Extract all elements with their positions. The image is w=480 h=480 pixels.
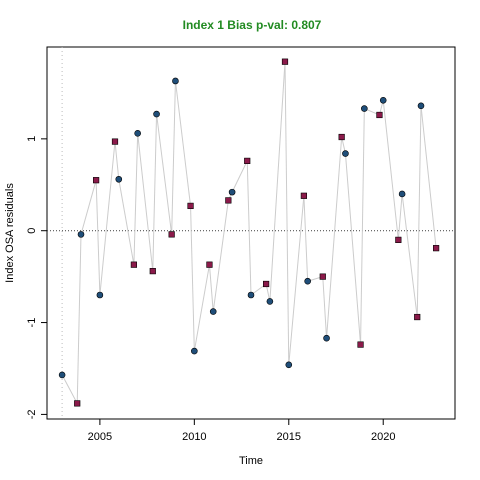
data-point-square bbox=[111, 138, 119, 145]
residual-connector-line bbox=[190, 205, 195, 352]
data-point-square bbox=[93, 177, 100, 184]
residual-connector-line bbox=[95, 180, 101, 296]
data-point-square bbox=[338, 133, 345, 141]
y-tick-label: 0 bbox=[26, 228, 38, 234]
data-point-circle bbox=[96, 291, 104, 299]
data-point-circle bbox=[58, 371, 66, 379]
data-point-circle bbox=[134, 130, 141, 137]
residual-connector-line bbox=[137, 133, 154, 272]
data-point-circle bbox=[77, 231, 85, 238]
y-tick-label: -2 bbox=[26, 410, 38, 420]
data-point-circle bbox=[304, 277, 311, 285]
data-point-circle bbox=[228, 188, 236, 196]
data-point-square bbox=[74, 400, 81, 407]
data-point-square bbox=[130, 261, 137, 268]
residual-connector-line bbox=[208, 264, 214, 312]
data-point-square bbox=[281, 58, 289, 65]
residual-connector-line bbox=[344, 153, 362, 345]
residual-connector-line bbox=[80, 180, 97, 235]
data-point-square bbox=[225, 197, 232, 204]
reference-lines bbox=[47, 47, 455, 419]
residual-connector-line bbox=[193, 264, 210, 352]
y-tick-label: 1 bbox=[26, 136, 38, 142]
residual-connector-line bbox=[382, 100, 399, 240]
residual-connector-line bbox=[269, 61, 286, 302]
data-point-circle bbox=[417, 102, 425, 110]
data-point-square bbox=[433, 245, 440, 252]
residual-connector-line bbox=[114, 141, 120, 180]
data-point-circle bbox=[285, 361, 293, 369]
data-point-circle bbox=[361, 105, 368, 112]
residual-connector-line bbox=[118, 179, 135, 265]
data-point-circle bbox=[115, 175, 123, 183]
data-point-square bbox=[319, 273, 326, 280]
x-axis: 2005 2010 2015 2020 bbox=[88, 419, 395, 443]
residual-connector-line bbox=[99, 141, 116, 296]
data-point-square bbox=[263, 280, 270, 288]
residual-connector-line bbox=[322, 276, 328, 339]
data-point-circle bbox=[191, 347, 198, 355]
residual-connector-line bbox=[303, 195, 309, 282]
residual-connector-line bbox=[288, 195, 305, 365]
residual-connector-line bbox=[416, 105, 422, 318]
residual-connector-line bbox=[174, 80, 192, 206]
data-point-square bbox=[206, 261, 213, 268]
residual-connector-line bbox=[397, 193, 403, 240]
data-point-circle bbox=[172, 77, 179, 85]
data-point-square bbox=[414, 313, 421, 321]
chart-title: Index 1 Bias p-val: 0.807 bbox=[183, 18, 322, 32]
data-point-square bbox=[244, 157, 251, 164]
data-point-circle bbox=[342, 150, 349, 157]
residual-connector-line bbox=[152, 114, 158, 272]
residual-connector-line bbox=[171, 80, 176, 235]
residual-connector-line bbox=[360, 108, 365, 345]
y-axis: -2 -1 0 1 bbox=[26, 136, 47, 420]
data-point-square bbox=[149, 268, 156, 275]
data-point-square bbox=[376, 111, 383, 119]
data-point-circle bbox=[266, 298, 274, 305]
data-point-square bbox=[357, 341, 364, 348]
data-point-square bbox=[300, 192, 307, 199]
data-point-circle bbox=[209, 308, 217, 315]
x-tick-label: 2015 bbox=[277, 431, 301, 443]
data-point-circle bbox=[398, 190, 406, 198]
data-point-square bbox=[395, 236, 402, 243]
data-point-circle bbox=[379, 96, 387, 104]
y-axis-label: Index OSA residuals bbox=[4, 183, 16, 283]
data-point-circle bbox=[153, 110, 160, 118]
residual-connector-line bbox=[231, 160, 248, 193]
residual-connector-line bbox=[61, 374, 78, 404]
y-tick-label: -1 bbox=[26, 318, 38, 328]
data-point-circle bbox=[323, 334, 330, 342]
plot-frame bbox=[46, 46, 456, 420]
residual-connector-line bbox=[76, 234, 82, 404]
data-points bbox=[58, 58, 440, 407]
residual-connector-line bbox=[212, 200, 229, 312]
residual-connector-line bbox=[156, 113, 173, 235]
residual-connector-line bbox=[246, 160, 252, 296]
x-axis-label: Time bbox=[239, 455, 263, 467]
data-point-circle bbox=[247, 291, 255, 299]
x-tick-label: 2020 bbox=[371, 431, 395, 443]
data-point-square bbox=[168, 231, 175, 238]
residual-connector-line bbox=[420, 105, 437, 249]
data-point-square bbox=[187, 202, 194, 210]
residual-connector-line bbox=[133, 133, 139, 265]
residual-connector-line bbox=[326, 136, 343, 339]
x-tick-label: 2005 bbox=[88, 431, 112, 443]
x-tick-label: 2010 bbox=[182, 431, 206, 443]
residual-connector-line bbox=[401, 193, 418, 318]
residual-connector-line bbox=[284, 61, 290, 365]
